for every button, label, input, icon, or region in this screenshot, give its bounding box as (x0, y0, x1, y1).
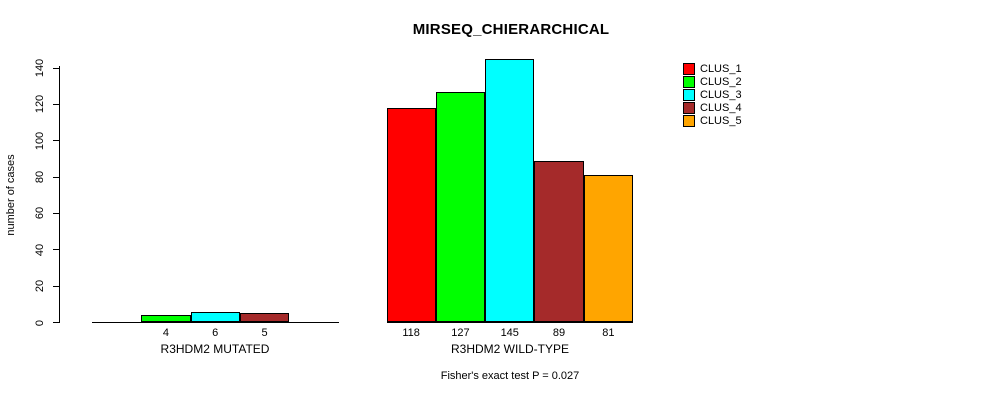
y-axis-tick (53, 67, 59, 69)
y-axis-tick (53, 285, 59, 287)
chart-title: MIRSEQ_CHIERARCHICAL (412, 21, 610, 38)
bar-clus_2-group0 (141, 315, 191, 323)
bar-clus_4-group0 (239, 313, 290, 323)
bar-clus_1-group1 (386, 107, 436, 323)
y-axis-tick-label: 0 (34, 319, 46, 326)
bar-clus_2-group1 (435, 91, 486, 323)
bar-value-label: 6 (212, 326, 219, 339)
y-axis-tick-label: 20 (34, 280, 46, 293)
legend-swatch (683, 63, 695, 75)
bar-value-label: 118 (402, 326, 420, 339)
bar-value-label: 145 (500, 326, 519, 339)
legend-label: CLUS_5 (700, 115, 742, 127)
fisher-test-annotation: Fisher's exact test P = 0.027 (440, 370, 580, 382)
legend-label: CLUS_3 (700, 89, 742, 101)
legend-label: CLUS_1 (700, 63, 742, 75)
legend-item-clus_1: CLUS_1 (683, 63, 742, 75)
y-axis-tick-label: 40 (34, 243, 46, 256)
legend-item-clus_5: CLUS_5 (683, 115, 742, 127)
bar-value-label: 127 (451, 326, 470, 339)
y-axis-tick (53, 176, 59, 178)
legend-swatch (683, 76, 695, 88)
y-axis-tick (53, 212, 59, 214)
y-axis-tick (53, 322, 59, 323)
y-axis-tick-label: 120 (34, 95, 46, 114)
x-group-label-wildtype: R3HDM2 WILD-TYPE (450, 342, 569, 356)
x-axis-line-group-0 (92, 322, 339, 323)
y-axis-tick (53, 140, 59, 142)
bar-clus_5-group1 (583, 175, 633, 323)
y-axis-tick (53, 249, 59, 251)
bar-value-label: 5 (261, 326, 268, 339)
y-axis-tick-label: 140 (34, 58, 46, 78)
y-axis-tick-label: 60 (34, 207, 46, 220)
legend-item-clus_4: CLUS_4 (683, 102, 742, 114)
legend-swatch (683, 89, 695, 101)
legend-item-clus_2: CLUS_2 (683, 76, 742, 88)
y-axis-tick (53, 103, 59, 105)
bar-value-label: 89 (552, 326, 566, 339)
x-group-label-mutated: R3HDM2 MUTATED (160, 342, 270, 356)
bar-clus_4-group1 (534, 160, 584, 323)
y-axis-tick-label: 80 (34, 170, 46, 184)
y-axis-label: number of cases (5, 154, 17, 236)
x-axis-line-group-1 (386, 322, 633, 323)
bar-clus_3-group0 (190, 311, 240, 323)
legend-label: CLUS_4 (700, 102, 742, 114)
y-axis-tick-label: 100 (34, 131, 46, 150)
bar-value-label: 81 (602, 326, 615, 339)
legend: CLUS_1 CLUS_2 CLUS_3 CLUS_4 CLUS_5 (683, 63, 742, 128)
legend-swatch (683, 102, 695, 114)
bar-clus_3-group1 (485, 58, 535, 323)
y-axis-line (59, 66, 60, 323)
legend-swatch (683, 115, 695, 127)
bar-value-label: 4 (162, 326, 169, 339)
legend-item-clus_3: CLUS_3 (683, 89, 742, 101)
legend-label: CLUS_2 (700, 76, 742, 88)
